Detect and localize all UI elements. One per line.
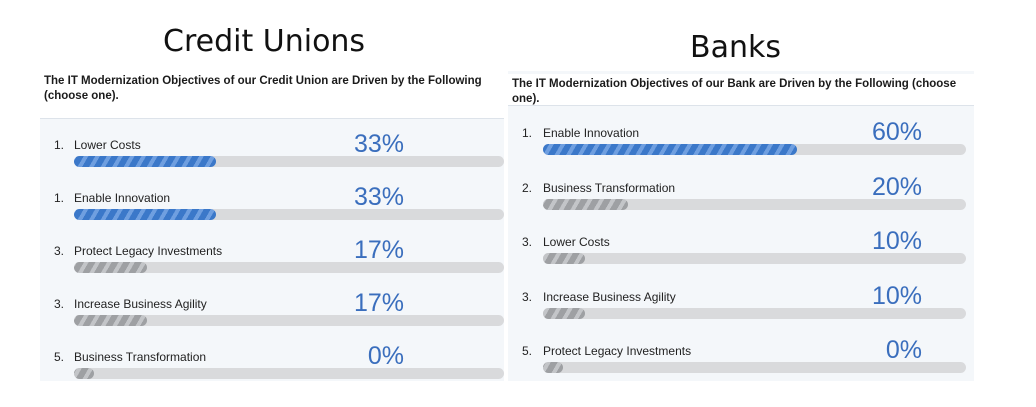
bar-track	[74, 315, 504, 326]
bar-fill	[74, 262, 148, 273]
bar-label: Protect Legacy Investments	[74, 244, 223, 258]
bar-fill	[543, 307, 586, 319]
bar-label: Enable Innovation	[74, 191, 171, 205]
rank-number: 1.	[54, 191, 65, 205]
bar-label: Business Transformation	[543, 180, 676, 195]
bar-track	[543, 362, 966, 373]
bar-track	[543, 144, 966, 155]
banks-heading: Banks	[690, 30, 781, 65]
bar-track	[543, 198, 966, 210]
bar-track	[543, 307, 966, 319]
bar-value-label: 20%	[871, 172, 922, 201]
rank-number: 1.	[522, 126, 533, 140]
bar-fill	[543, 362, 563, 373]
bar-value-label: 10%	[871, 281, 922, 310]
bar-fill	[74, 368, 94, 379]
rank-number: 2.	[522, 180, 533, 195]
bar-label: Enable Innovation	[543, 126, 640, 140]
bar-value-label: 17%	[353, 236, 404, 264]
bar-fill	[74, 209, 216, 220]
bar-label: Business Transformation	[74, 350, 207, 364]
bar-label: Protect Legacy Investments	[543, 344, 692, 358]
credit-union-bar-row: 3. Protect Legacy Investments 17%	[40, 236, 504, 295]
credit-union-chart-panel: The IT Modernization Objectives of our C…	[40, 71, 504, 381]
credit-union-bar-row: 1. Lower Costs 33%	[40, 130, 504, 189]
bank-bar-row: 3. Increase Business Agility 10%	[508, 282, 974, 341]
bank-bar-row: 3. Lower Costs 10%	[508, 227, 974, 286]
bank-chart-title: The IT Modernization Objectives of our B…	[508, 74, 974, 106]
rank-number: 5.	[54, 350, 65, 364]
credit-union-chart-title: The IT Modernization Objectives of our C…	[40, 71, 504, 119]
bar-track	[74, 156, 504, 167]
credit-union-bar-row: 5. Business Transformation 0%	[40, 342, 504, 401]
bar-label: Lower Costs	[74, 138, 141, 152]
bar-track	[543, 253, 966, 264]
bar-value-label: 10%	[871, 227, 922, 255]
bar-value-label: 33%	[353, 183, 404, 211]
bar-fill	[543, 198, 628, 210]
bank-chart-panel: The IT Modernization Objectives of our B…	[508, 71, 974, 381]
rank-number: 3.	[54, 297, 65, 311]
bar-value-label: 0%	[367, 342, 404, 370]
bar-label: Increase Business Agility	[74, 297, 207, 311]
bar-track	[74, 368, 504, 379]
credit-unions-heading: Credit Unions	[163, 24, 366, 59]
bar-value-label: 33%	[353, 130, 404, 158]
bank-bar-row: 1. Enable Innovation 60%	[508, 118, 974, 177]
bar-fill	[74, 156, 216, 167]
bar-value-label: 17%	[353, 289, 404, 317]
bar-label: Increase Business Agility	[543, 289, 676, 304]
bar-value-label: 0%	[885, 336, 922, 364]
bar-value-label: 60%	[871, 118, 922, 146]
bar-fill	[543, 144, 797, 155]
credit-union-bar-row: 1. Enable Innovation 33%	[40, 183, 504, 242]
rank-number: 5.	[522, 344, 533, 358]
rank-number: 3.	[522, 235, 533, 249]
bar-track	[74, 262, 504, 273]
rank-number: 3.	[522, 289, 533, 304]
rank-number: 1.	[54, 138, 65, 152]
credit-union-bar-row: 3. Increase Business Agility 17%	[40, 289, 504, 348]
bar-fill	[543, 253, 586, 264]
bank-bar-row: 5. Protect Legacy Investments 0%	[508, 336, 974, 395]
bar-label: Lower Costs	[543, 235, 610, 249]
bank-bar-row: 2. Business Transformation 20%	[508, 173, 974, 232]
bar-fill	[74, 315, 148, 326]
rank-number: 3.	[54, 244, 65, 258]
bar-track	[74, 209, 504, 220]
